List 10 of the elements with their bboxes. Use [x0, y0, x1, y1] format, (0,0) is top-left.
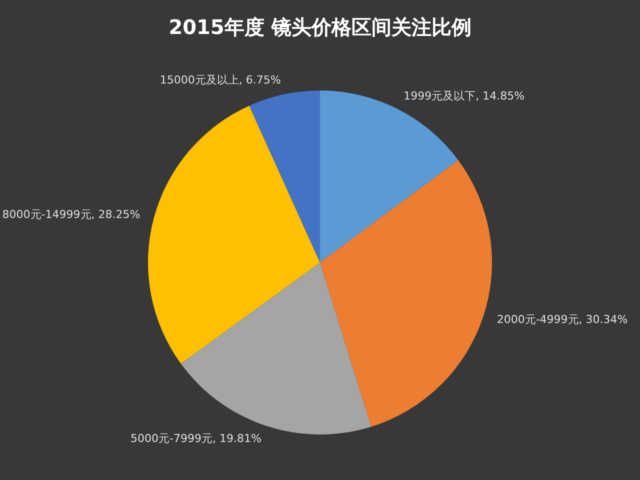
slice-label: 15000元及以上, 6.75%: [160, 74, 281, 87]
chart-title: 2015年度 镜头价格区间关注比例: [168, 15, 472, 39]
pie-slice: [180, 262, 372, 434]
slice-label: 2000元-4999元, 30.34%: [496, 313, 628, 326]
pie-slice: [320, 160, 492, 427]
slice-label: 1999元及以下, 14.85%: [404, 89, 525, 102]
pie-slice: [249, 90, 320, 262]
slice-label: 8000元-14999元, 28.25%: [2, 208, 140, 221]
slice-label: 5000元-7999元, 19.81%: [130, 432, 262, 446]
pie-slice: [148, 106, 320, 364]
